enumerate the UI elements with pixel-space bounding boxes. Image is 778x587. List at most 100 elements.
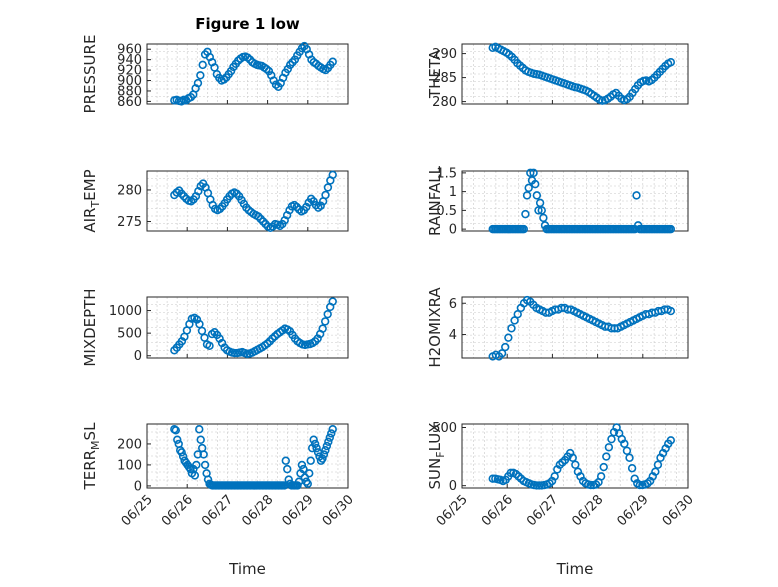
data-point (602, 452, 611, 461)
axes-frame (461, 423, 689, 489)
y-tick-label: 1 (449, 185, 457, 200)
subplot-terr-msl: 0 100 200 TERRMSL 06/25 06/26 06/27 06/28 06/29 0… (81, 422, 357, 578)
y-axis-label-main: AIR (81, 208, 99, 233)
y-tick-label: 275 (117, 215, 142, 230)
data-point (205, 341, 214, 350)
y-axis-label: PRESSURE (81, 35, 99, 114)
data-point (271, 80, 281, 89)
data-point (193, 450, 203, 459)
data-point (195, 319, 204, 329)
data-point (230, 348, 239, 358)
data-point (328, 57, 337, 66)
data-point (196, 435, 205, 444)
data-point (635, 480, 645, 490)
x-tick-label: 06/30 (320, 492, 357, 529)
subplot-mixdepth: 0 500 1000 MIXDEPTH (81, 288, 349, 367)
data-point (532, 191, 542, 200)
y-axis-label: TERRMSL (81, 422, 102, 491)
x-tick-label: 06/29 (615, 492, 652, 529)
y-tick-label: 500 (432, 421, 457, 436)
data-point (625, 453, 634, 462)
data-point (320, 317, 330, 326)
data-point (529, 168, 538, 178)
data-point (310, 439, 320, 449)
y-axis-label-subscript: M (89, 440, 102, 450)
data-point (519, 224, 528, 234)
data-point (526, 168, 535, 178)
data-point (627, 464, 637, 473)
data-point (653, 460, 663, 469)
axes-frame (146, 43, 349, 105)
y-tick-label: 1000 (109, 304, 142, 319)
y-tick-label: 6 (449, 297, 457, 312)
data-point (507, 324, 516, 333)
data-point (318, 324, 327, 333)
data-point (596, 472, 606, 481)
y-tick-label: 0 (134, 349, 142, 364)
data-point (328, 297, 337, 306)
y-tick-label: 280 (117, 183, 142, 198)
y-axis-label-rest: LUX (426, 423, 444, 452)
data-point (321, 190, 330, 200)
data-point (219, 75, 229, 84)
y-tick-label: 960 (117, 43, 142, 58)
y-axis-label: SUNFLUX (426, 423, 447, 490)
data-point (510, 316, 519, 325)
x-tick-label: 06/25 (119, 492, 156, 529)
y-tick-label: 200 (117, 437, 142, 452)
x-tick-label: 06/26 (479, 492, 516, 529)
data-point (325, 433, 334, 442)
data-point (622, 446, 632, 455)
y-tick-label: 940 (117, 53, 142, 68)
data-point (497, 349, 507, 358)
data-point (319, 450, 329, 459)
y-axis-label-rest: SL (81, 422, 99, 441)
y-axis-label: H2OMIXRA (426, 287, 444, 368)
data-point (198, 60, 207, 70)
data-point (316, 201, 325, 210)
data-point (193, 78, 203, 88)
data-point (513, 310, 522, 319)
y-tick-label: 290 (432, 47, 457, 62)
data-point (506, 468, 516, 478)
subplot-title: Figure 1 low (195, 15, 300, 33)
data-point (305, 469, 314, 478)
x-tick-label: 06/29 (280, 492, 317, 529)
axes-frame (461, 296, 689, 359)
data-point (195, 425, 204, 434)
y-tick-label: 0.5 (436, 204, 457, 219)
x-tick-label: 06/28 (239, 492, 276, 529)
data-point (283, 64, 293, 74)
data-point (607, 434, 616, 444)
y-axis-label-main: SUN (426, 458, 444, 490)
y-axis-label-rest: EMP (81, 169, 99, 200)
y-axis-label-main: TERR (81, 450, 99, 491)
data-point (666, 306, 676, 316)
data-point (599, 462, 608, 472)
y-tick-label: 0 (449, 479, 457, 494)
axes-frame (146, 170, 349, 232)
data-point (666, 436, 676, 445)
data-point (171, 426, 181, 435)
data-point (539, 213, 548, 223)
data-point (321, 65, 330, 75)
y-tick-label: 880 (117, 84, 142, 99)
data-point (537, 206, 546, 215)
data-point (293, 481, 302, 490)
data-point (297, 460, 307, 470)
y-axis-label-subscript: T (89, 201, 102, 209)
data-point (299, 464, 308, 474)
data-point (309, 435, 318, 444)
data-point (604, 443, 614, 452)
data-point (550, 472, 559, 481)
data-point (281, 456, 290, 465)
data-point (328, 170, 337, 179)
data-point (306, 456, 315, 465)
data-point (322, 441, 332, 451)
y-axis-label: MIXDEPTH (81, 288, 99, 366)
data-point (297, 43, 307, 53)
data-point (226, 66, 236, 76)
data-point (243, 53, 252, 62)
